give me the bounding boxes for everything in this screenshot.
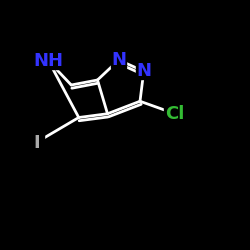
Bar [29, 134, 44, 150]
Text: N: N [136, 62, 151, 80]
Bar [136, 63, 151, 80]
Text: N: N [111, 51, 126, 69]
Bar [164, 106, 186, 122]
Bar [36, 53, 61, 69]
Text: Cl: Cl [165, 105, 185, 123]
Text: NH: NH [34, 52, 64, 70]
Text: I: I [33, 134, 40, 152]
Bar [111, 52, 126, 68]
